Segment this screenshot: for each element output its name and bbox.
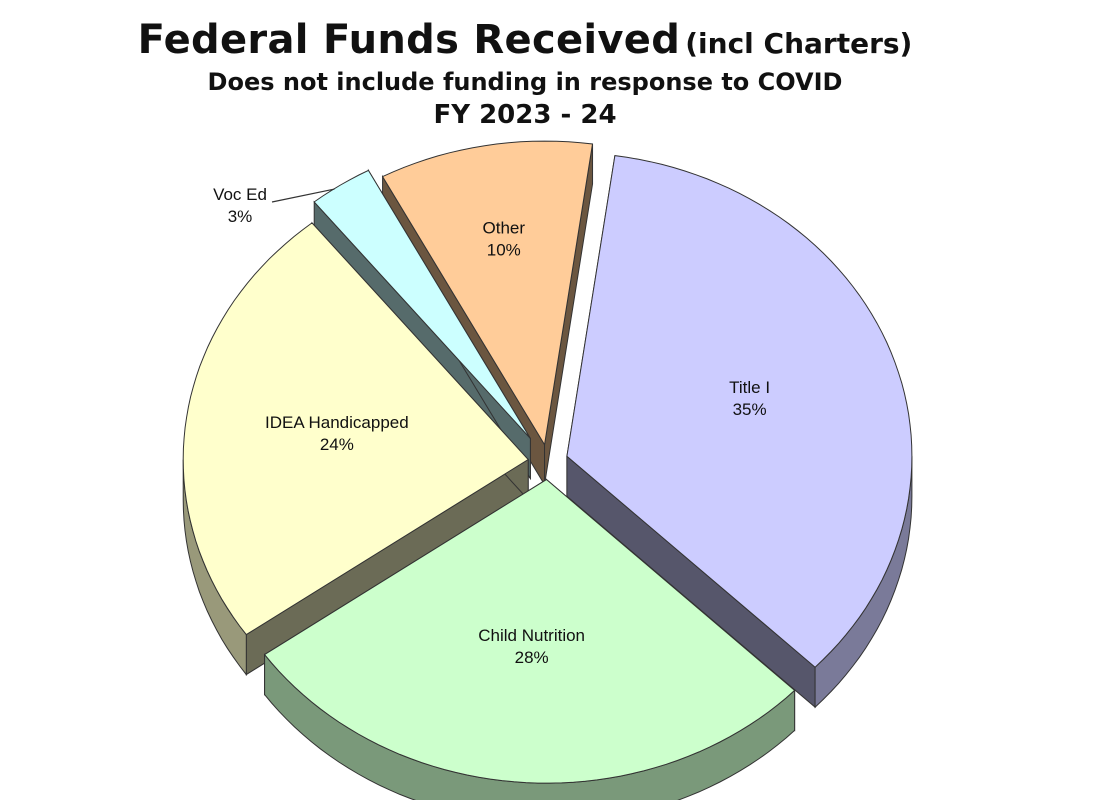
slice-label-child-nutrition: Child Nutrition: [478, 626, 585, 645]
chart-title-block: Federal Funds Received (incl Charters) D…: [0, 18, 1050, 130]
leader-line-voc-ed: [271, 188, 335, 203]
pie-slice-title-i: [566, 155, 913, 709]
slice-label-other: Other: [483, 218, 526, 237]
slice-value-title-i: 35%: [733, 400, 767, 419]
pie-slice-top: [566, 155, 913, 668]
chart-subtitle: Does not include funding in response to …: [207, 68, 843, 96]
chart-title: Federal Funds Received (incl Charters): [0, 18, 1050, 62]
chart-title-suffix: (incl Charters): [685, 27, 913, 60]
pie-slice-top: [381, 140, 594, 447]
chart-title-main: Federal Funds Received: [137, 17, 681, 63]
slice-value-child-nutrition: 28%: [515, 648, 549, 667]
slice-value-other: 10%: [487, 240, 521, 259]
slice-label-idea-handicapped: IDEA Handicapped: [265, 413, 409, 432]
pie-slice-top: [263, 478, 796, 784]
chart-period: FY 2023 - 24: [433, 100, 617, 130]
slice-label-title-i: Title I: [729, 378, 770, 397]
pie-slice-top: [182, 222, 529, 636]
pie-slice-idea-handicapped: [182, 221, 529, 677]
slice-label-voc-ed: Voc Ed: [213, 185, 267, 204]
slice-value-idea-handicapped: 24%: [320, 435, 354, 454]
pie-slice-top: [313, 169, 531, 439]
slice-value-voc-ed: 3%: [228, 207, 253, 226]
pie-slice-child-nutrition: [263, 478, 796, 800]
